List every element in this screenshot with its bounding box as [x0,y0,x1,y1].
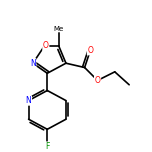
Text: Me: Me [54,26,64,32]
Text: F: F [45,142,49,151]
Text: O: O [87,46,93,55]
Text: N: N [30,59,36,68]
Text: O: O [95,76,100,85]
Text: O: O [43,41,49,50]
Text: N: N [26,96,31,105]
